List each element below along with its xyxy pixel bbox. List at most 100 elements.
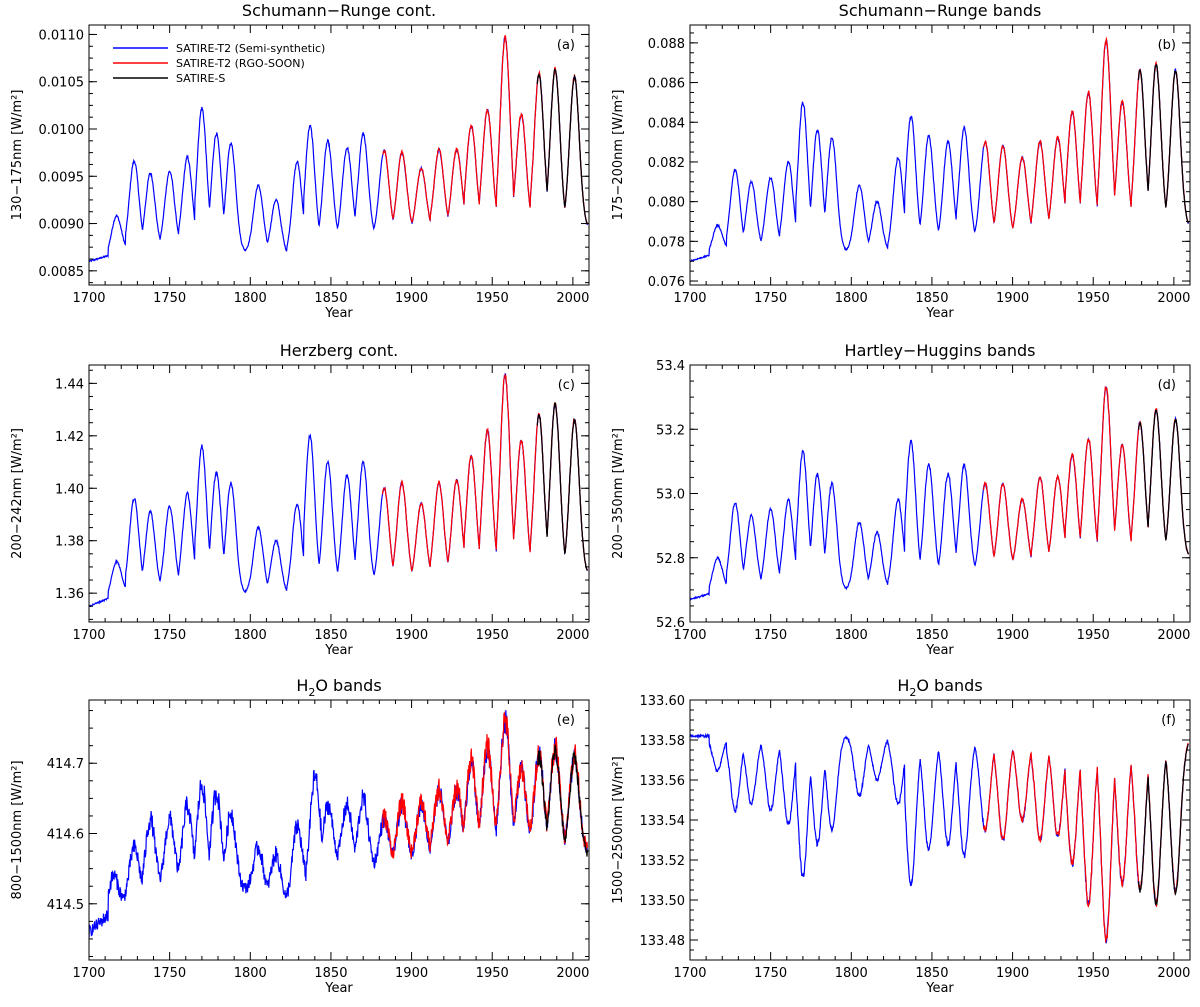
series-line-satire-s — [536, 68, 588, 225]
y-axis-label: 800−1500nm [W/m²] — [10, 760, 25, 899]
x-tick-label: 1900 — [395, 628, 428, 643]
x-tick-label: 1950 — [476, 966, 509, 981]
panel-tag: (e) — [557, 713, 575, 728]
x-tick-label: 1950 — [476, 291, 509, 306]
x-tick-label: 1800 — [234, 628, 267, 643]
x-tick-label: 1850 — [915, 966, 948, 981]
y-axis-label: 1500−2500nm [W/m²] — [611, 756, 626, 903]
y-tick-label: 0.0110 — [39, 28, 85, 43]
series-line-rgo-soon — [381, 374, 588, 572]
y-tick-label: 133.60 — [640, 694, 686, 709]
y-tick-label: 133.58 — [640, 734, 686, 749]
y-tick-label: 0.0105 — [39, 76, 85, 91]
y-axis-label: 175−200nm [W/m²] — [611, 90, 626, 221]
y-tick-label: 414.7 — [47, 757, 84, 772]
x-tick-label: 1750 — [754, 291, 787, 306]
legend-label: SATIRE-T2 (Semi-synthetic) — [176, 42, 325, 55]
chart-title: Schumann−Runge cont. — [242, 1, 436, 20]
series-line-semi-synthetic — [690, 732, 1189, 944]
x-tick-label: 1800 — [835, 966, 868, 981]
x-tick-label: 1700 — [673, 966, 706, 981]
y-axis-label: 130−175nm [W/m²] — [10, 90, 25, 221]
y-tick-label: 133.54 — [640, 814, 686, 829]
x-tick-label: 1900 — [996, 628, 1029, 643]
series-line-satire-s — [1137, 64, 1189, 224]
plot-frame — [88, 364, 590, 623]
y-tick-label: 0.088 — [648, 37, 685, 52]
y-tick-label: 53.4 — [656, 359, 685, 374]
chart-panel-f: 1700 1750 1800 1850 1900 1950 2000 133.48 133.50… — [611, 676, 1191, 996]
plot-frame — [689, 24, 1191, 286]
x-tick-label: 2000 — [556, 628, 589, 643]
x-tick-label: 1700 — [72, 628, 105, 643]
x-tick-label: 2000 — [556, 291, 589, 306]
x-tick-label: 1950 — [1077, 628, 1110, 643]
x-tick-label: 1850 — [314, 966, 347, 981]
chart-panel-e: 1700 1750 1800 1850 1900 1950 2000 414.5 414.6 41… — [10, 676, 590, 996]
legend: SATIRE-T2 (Semi-synthetic) SATIRE-T2 (RGO… — [113, 42, 325, 85]
x-tick-label: 1750 — [754, 628, 787, 643]
legend-label: SATIRE-T2 (RGO-SOON) — [176, 57, 305, 70]
x-tick-label: 1700 — [72, 291, 105, 306]
y-tick-label: 0.086 — [648, 77, 685, 92]
plot-frame — [689, 364, 1191, 623]
y-tick-label: 0.078 — [648, 235, 685, 250]
x-tick-label: 1950 — [1077, 966, 1110, 981]
y-tick-label: 0.0085 — [39, 265, 85, 280]
panel-tag: (c) — [558, 378, 575, 393]
y-tick-label: 133.50 — [640, 894, 686, 909]
x-tick-label: 1900 — [395, 291, 428, 306]
y-tick-label: 53.2 — [656, 423, 685, 438]
y-tick-label: 133.56 — [640, 774, 686, 789]
series-line-satire-s — [536, 401, 588, 571]
x-tick-label: 1950 — [1077, 291, 1110, 306]
y-tick-label: 52.8 — [656, 552, 685, 567]
x-tick-label: 1900 — [996, 966, 1029, 981]
series-line-satire-s — [1137, 409, 1189, 555]
y-axis-label: 200−350nm [W/m²] — [611, 428, 626, 559]
x-tick-label: 1850 — [915, 628, 948, 643]
panel-tag: (d) — [1158, 378, 1176, 393]
panel-tag: (b) — [1158, 38, 1176, 53]
series-line-rgo-soon — [381, 711, 588, 859]
x-tick-label: 1750 — [153, 628, 186, 643]
x-tick-label: 1850 — [314, 628, 347, 643]
x-tick-label: 1900 — [395, 966, 428, 981]
chart-panel-b: 1700 1750 1800 1850 1900 1950 2000 0.076 0.078 0.… — [611, 1, 1191, 321]
series-line-semi-synthetic — [89, 36, 588, 263]
y-tick-label: 0.076 — [648, 275, 685, 290]
y-tick-label: 414.6 — [47, 828, 84, 843]
y-tick-label: 1.36 — [55, 587, 84, 602]
x-tick-label: 1800 — [234, 291, 267, 306]
series-line-semi-synthetic — [89, 373, 588, 608]
x-tick-label: 1850 — [915, 291, 948, 306]
y-tick-label: 1.40 — [55, 482, 84, 497]
plot-frame — [689, 699, 1191, 961]
y-tick-label: 1.42 — [55, 430, 84, 445]
series-line-rgo-soon — [382, 34, 588, 224]
chart-title: H2O bands — [897, 676, 982, 699]
y-tick-label: 53.0 — [656, 488, 685, 503]
x-axis-label: Year — [324, 643, 353, 658]
y-tick-label: 1.44 — [55, 377, 84, 392]
y-tick-label: 133.52 — [640, 854, 686, 869]
x-axis-label: Year — [925, 306, 954, 321]
x-tick-label: 1750 — [754, 966, 787, 981]
chart-title: H2O bands — [296, 676, 381, 699]
x-tick-label: 1950 — [476, 628, 509, 643]
chart-panel-c: 1700 1750 1800 1850 1900 1950 2000 1.36 1.38 1.40… — [10, 341, 590, 658]
plot-frame — [88, 24, 590, 286]
x-tick-label: 1750 — [153, 291, 186, 306]
series-line-semi-synthetic — [690, 386, 1189, 601]
y-tick-label: 0.0090 — [39, 218, 85, 233]
x-tick-label: 1800 — [835, 628, 868, 643]
y-tick-label: 0.082 — [648, 156, 685, 171]
x-tick-label: 2000 — [1157, 291, 1190, 306]
y-tick-label: 414.5 — [47, 898, 84, 913]
y-tick-label: 0.084 — [648, 116, 685, 131]
plot-frame — [88, 699, 590, 961]
x-tick-label: 1700 — [673, 291, 706, 306]
x-tick-label: 2000 — [1157, 966, 1190, 981]
series-line-satire-s — [536, 744, 588, 857]
y-tick-label: 0.0100 — [39, 123, 85, 138]
